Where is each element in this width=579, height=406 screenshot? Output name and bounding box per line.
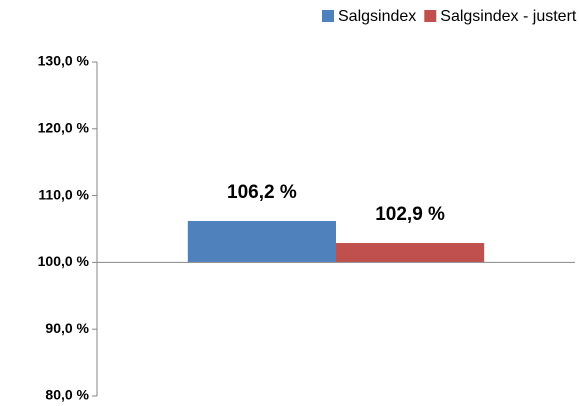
y-tick-label: 120,0 % [38,120,90,136]
y-tick-label: 100,0 % [38,253,90,269]
legend-swatch [322,10,334,22]
value-label: 102,9 % [375,204,445,225]
y-tick-label: 130,0 % [38,53,90,69]
y-tick-label: 90,0 % [45,320,89,336]
legend-label: Salgsindex [338,8,416,25]
bar [336,243,485,263]
legend-label: Salgsindex - justert for prisstig [440,8,579,25]
bar [187,220,336,263]
value-label: 106,2 % [227,182,297,203]
y-tick-label: 80,0 % [45,387,89,403]
y-tick-label: 110,0 % [38,186,89,202]
legend-swatch [424,10,437,22]
